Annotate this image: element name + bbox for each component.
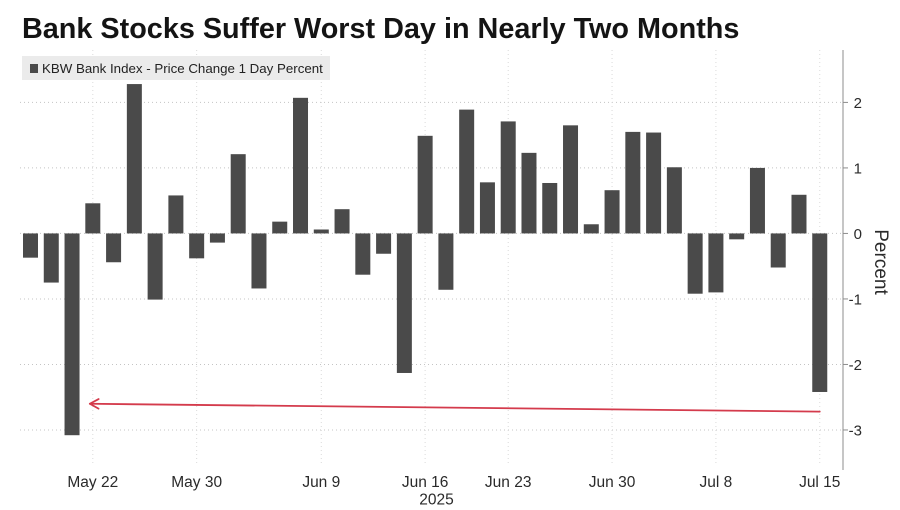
x-tick-label: May 30 bbox=[171, 474, 222, 491]
bar-2025-06-24 bbox=[521, 152, 537, 234]
y-tick-label: 1 bbox=[854, 160, 862, 177]
bar-2025-05-29 bbox=[168, 195, 184, 234]
bar-2025-05-19 bbox=[23, 233, 38, 258]
bar-2025-06-13 bbox=[396, 233, 412, 373]
bar-2025-06-27 bbox=[583, 224, 599, 234]
bar-2025-06-16 bbox=[417, 135, 433, 234]
x-tick-label: May 22 bbox=[67, 474, 118, 491]
y-tick-label: 2 bbox=[854, 95, 862, 112]
bar-2025-06-12 bbox=[376, 233, 392, 254]
bar-2025-05-22 bbox=[85, 203, 101, 234]
bar-2025-06-02 bbox=[209, 233, 225, 243]
legend-label: KBW Bank Index - Price Change 1 Day Perc… bbox=[42, 60, 323, 76]
bar-2025-05-30 bbox=[189, 233, 205, 259]
bar-2025-06-06 bbox=[293, 97, 309, 234]
bar-2025-05-21 bbox=[64, 233, 80, 436]
bar-2025-07-01 bbox=[625, 131, 641, 234]
bar-2025-06-04 bbox=[251, 233, 267, 289]
bar-2025-06-30 bbox=[604, 190, 620, 234]
bar-2025-07-03 bbox=[666, 167, 682, 234]
year-label: 2025 bbox=[419, 492, 453, 509]
bar-2025-06-05 bbox=[272, 221, 288, 234]
bar-2025-06-25 bbox=[542, 182, 558, 234]
y-axis-title: Percent bbox=[870, 229, 891, 295]
y-tick-label: -3 bbox=[849, 422, 862, 439]
y-tick-label: -1 bbox=[849, 291, 862, 308]
bar-2025-07-14 bbox=[791, 194, 807, 234]
bar-2025-06-18 bbox=[459, 109, 475, 234]
bar-2025-06-09 bbox=[313, 229, 329, 234]
bar-2025-05-27 bbox=[126, 84, 142, 234]
bar-2025-06-11 bbox=[355, 233, 371, 275]
x-tick-label: Jun 9 bbox=[302, 474, 340, 491]
bar-2025-07-08 bbox=[708, 233, 724, 293]
bar-2025-06-23 bbox=[500, 121, 516, 234]
legend-marker bbox=[30, 63, 38, 73]
y-tick-label: -2 bbox=[849, 357, 862, 374]
bar-2025-06-10 bbox=[334, 209, 350, 234]
bars bbox=[23, 84, 828, 436]
x-tick-label: Jul 15 bbox=[799, 474, 840, 491]
bar-2025-07-10 bbox=[749, 167, 765, 234]
bar-2025-05-23 bbox=[106, 233, 122, 263]
bar-2025-07-11 bbox=[770, 233, 786, 268]
legend: KBW Bank Index - Price Change 1 Day Perc… bbox=[22, 56, 330, 80]
bar-2025-07-02 bbox=[646, 132, 662, 234]
bar-2025-05-20 bbox=[43, 233, 59, 283]
y-tick-label: 0 bbox=[854, 226, 862, 243]
x-tick-label: Jun 30 bbox=[589, 474, 636, 491]
annotations bbox=[88, 398, 821, 413]
bar-2025-06-17 bbox=[438, 233, 454, 290]
y-axis: 2 1 0 -1 -2 -3 Percent bbox=[842, 50, 891, 470]
bar-2025-06-26 bbox=[563, 125, 579, 234]
x-tick-label: Jul 8 bbox=[700, 474, 733, 491]
x-tick-label: Jun 16 bbox=[402, 474, 449, 491]
chart-title: Bank Stocks Suffer Worst Day in Nearly T… bbox=[22, 13, 740, 45]
bar-2025-05-28 bbox=[147, 233, 163, 300]
x-tick-label: Jun 23 bbox=[485, 474, 532, 491]
annotation-arrow-head bbox=[88, 398, 100, 410]
bar-2025-06-20 bbox=[479, 182, 495, 234]
bar-2025-07-07 bbox=[687, 233, 703, 294]
x-axis: May 22 May 30 Jun 9 Jun 16 Jun 23 Jun 30 Jul 8… bbox=[67, 474, 840, 509]
annotation-arrow-shaft bbox=[88, 402, 821, 413]
bar-2025-06-03 bbox=[230, 154, 246, 234]
bar-2025-07-15 bbox=[812, 233, 828, 392]
bar-2025-07-09 bbox=[729, 233, 745, 240]
